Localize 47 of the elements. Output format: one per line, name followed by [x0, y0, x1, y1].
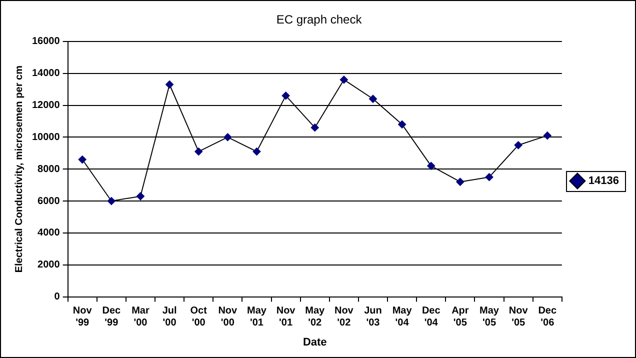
x-tick-label: Nov '00	[218, 306, 238, 329]
x-axis-title: Date	[302, 336, 327, 348]
point	[310, 124, 319, 132]
x-tick-label: Dec '04	[422, 306, 441, 329]
point	[368, 94, 377, 103]
point	[514, 141, 522, 150]
point	[252, 148, 261, 156]
point	[398, 120, 406, 128]
chart-title: EC graph check	[276, 12, 363, 27]
x-tick-label: Dec '06	[538, 306, 557, 329]
point	[78, 156, 86, 164]
point	[543, 132, 552, 140]
x-tick-label: May '02	[305, 306, 326, 329]
y-tick-label: 10000	[32, 132, 60, 143]
point	[194, 148, 203, 156]
y-tick-label: 14000	[32, 68, 60, 80]
y-tick-label: 4000	[38, 228, 60, 239]
point	[456, 178, 464, 186]
x-tick-label: Nov '99	[72, 306, 92, 329]
x-tick-label: Jun '03	[364, 306, 382, 329]
point	[136, 192, 144, 200]
y-axis-title: Electrical Conductivity, microsemen per cm	[14, 65, 25, 273]
x-tick-label: Oct '00	[190, 306, 208, 329]
y-tick-label: 12000	[32, 100, 60, 111]
y-tick-label: 8000	[38, 164, 60, 175]
legend-label: 14136	[588, 175, 620, 188]
y-tick-label: 6000	[38, 196, 60, 207]
point	[224, 133, 232, 142]
x-tick-label: Nov '05	[508, 306, 528, 329]
x-tick-label: Dec '99	[102, 306, 122, 329]
x-tick-label: Nov '02	[334, 306, 354, 329]
x-tick-label: Jul '00	[162, 306, 177, 329]
x-tick-label: Mar '00	[132, 306, 150, 329]
y-tick-label: 0	[54, 292, 60, 303]
x-tick-label: May '04	[392, 306, 412, 329]
x-tick-label: May '01	[247, 306, 267, 329]
y-tick-label: 2000	[38, 260, 60, 271]
point	[166, 80, 174, 88]
x-tick-label: Nov '01	[276, 306, 296, 329]
point	[427, 162, 436, 170]
point	[107, 197, 116, 206]
point	[282, 92, 290, 100]
y-tick-label: 16000	[32, 36, 60, 48]
point	[340, 76, 348, 84]
x-tick-label: Apr '05	[452, 306, 469, 329]
x-tick-label: May '05	[480, 306, 500, 329]
point	[485, 173, 494, 182]
